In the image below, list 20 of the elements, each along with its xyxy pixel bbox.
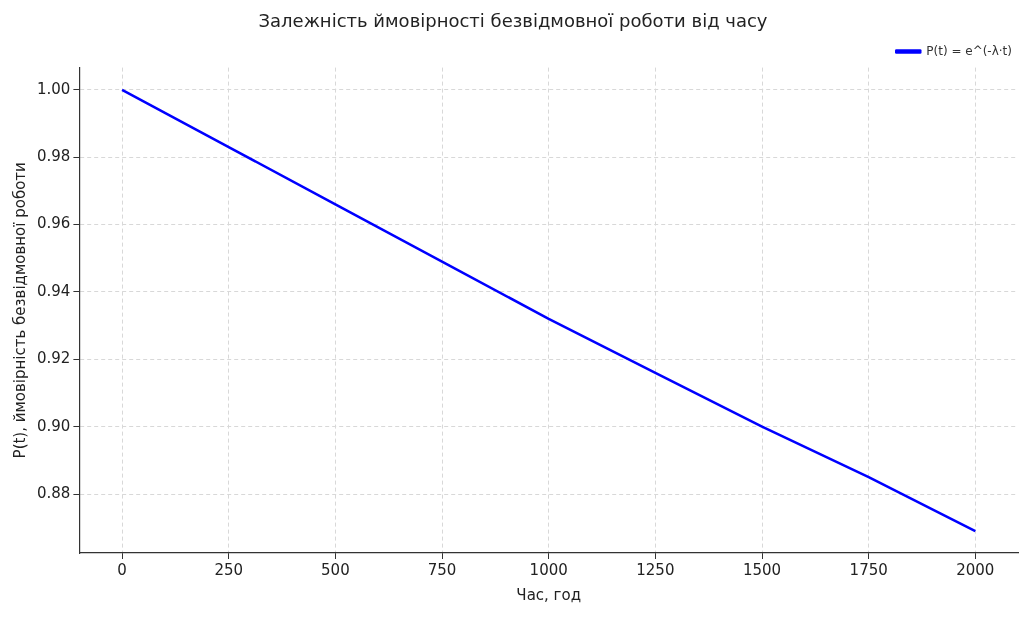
x-tick-label: 1000 — [529, 560, 568, 579]
y-tick-label: 0.92 — [36, 349, 71, 368]
y-tick-label: 0.94 — [36, 281, 71, 300]
x-tick-label: 750 — [427, 560, 457, 579]
x-tick-label: 1750 — [849, 560, 888, 579]
x-axis-title: Час, год — [516, 585, 582, 604]
y-axis-title: P(t), ймовірність безвідмовної роботи — [10, 162, 29, 459]
y-tick-label: 1.00 — [36, 79, 71, 98]
x-tick-label: 0 — [117, 560, 127, 579]
x-tick-label: 250 — [214, 560, 244, 579]
y-tick-label: 0.98 — [36, 147, 71, 166]
x-tick-label: 500 — [321, 560, 350, 579]
x-tick-label: 1250 — [636, 560, 675, 579]
chart-title: Залежність ймовірності безвідмовної роботи від часу — [258, 10, 768, 32]
x-tick-label: 2000 — [956, 560, 995, 579]
y-tick-label: 0.96 — [36, 214, 71, 233]
x-tick-label: 1500 — [742, 560, 782, 579]
y-tick-label: 0.88 — [36, 483, 71, 502]
y-tick-label: 0.90 — [36, 416, 71, 435]
legend-label: P(t) = e^(-λ·t) — [926, 43, 1013, 58]
